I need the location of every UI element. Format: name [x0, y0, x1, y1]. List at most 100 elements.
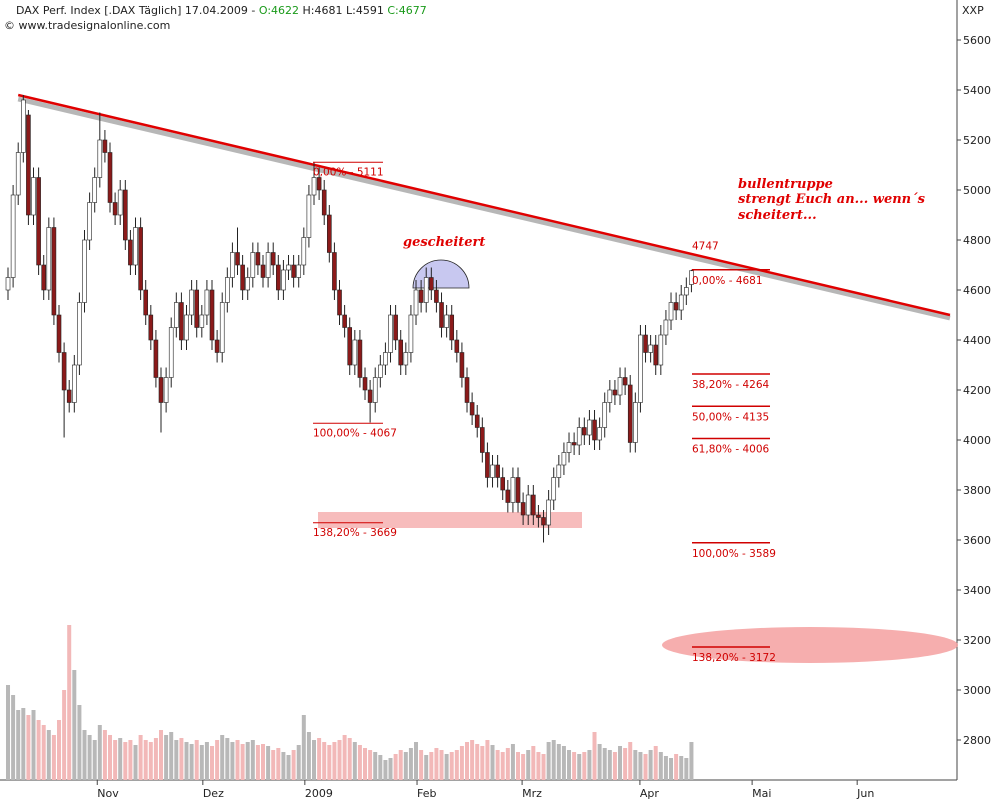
candle-body [582, 427, 587, 436]
volume-bar [633, 750, 638, 780]
candle-body [214, 339, 220, 353]
candle-body [15, 152, 21, 196]
volume-bar [159, 730, 164, 780]
volume-bar [398, 750, 403, 780]
header-title: DAX Perf. Index [.DAX Täglich] 17.04.200… [16, 4, 255, 17]
volume-bar [306, 732, 311, 780]
volume-bar [276, 748, 281, 780]
volume-bar [434, 748, 439, 780]
candle-body [627, 384, 633, 443]
volume-bar [592, 732, 597, 780]
volume-bar [480, 746, 485, 780]
candle-body [316, 177, 322, 191]
candle-body [633, 402, 638, 443]
volume-bar [296, 745, 301, 780]
volume-bar [521, 754, 526, 780]
candle-body [648, 344, 653, 353]
volume-bar [128, 740, 133, 780]
y-tick-label: 3200 [963, 634, 991, 647]
candle-body [117, 189, 123, 216]
candle-body [128, 239, 133, 266]
fib-label: 61,80% - 4006 [692, 444, 770, 456]
volume-bar [352, 742, 357, 780]
candle-body [352, 339, 358, 366]
volume-bar [373, 752, 378, 780]
volume-bar [342, 735, 347, 780]
candle-body [663, 319, 669, 336]
candle-body [204, 289, 210, 316]
volume-bar [337, 740, 342, 780]
y-tick-label: 5600 [963, 34, 991, 47]
candle-body [265, 252, 271, 278]
candle-body [673, 302, 679, 311]
volume-bar [46, 730, 51, 780]
trend-value-label: 4747 [692, 240, 719, 252]
volume-bar [67, 625, 72, 780]
volume-bar [495, 750, 500, 780]
candle-body [653, 344, 659, 366]
candle-body [225, 277, 230, 303]
volume-bar [470, 740, 475, 780]
candle-body [622, 377, 628, 386]
volume-bar [102, 730, 107, 780]
candle-body [347, 327, 353, 366]
candle-body [168, 327, 174, 378]
candle-body [281, 269, 286, 291]
volume-bar [684, 758, 689, 780]
volume-bar [587, 750, 592, 780]
annotation: scheitert... [738, 208, 817, 223]
volume-bar [51, 735, 56, 780]
candle-body [602, 402, 608, 428]
volume-bar [556, 744, 561, 780]
volume-bar [357, 745, 362, 780]
volume-bar [199, 745, 204, 780]
candle-body [592, 419, 597, 441]
candle-body [260, 264, 266, 278]
candle-body [321, 189, 327, 216]
volume-bar [383, 760, 388, 780]
volume-bar [347, 738, 352, 780]
candle-body [138, 227, 143, 291]
volume-bar [439, 750, 444, 780]
volume-bar [653, 746, 658, 780]
annotation: bullentruppe [738, 177, 833, 192]
candle-body [72, 364, 77, 403]
candle-body [306, 194, 312, 238]
candle-body [87, 202, 92, 241]
candle-body [163, 377, 169, 403]
candle-body [541, 517, 546, 526]
volume-bar [327, 745, 332, 780]
volume-bar [312, 740, 317, 780]
volume-bar [148, 742, 153, 780]
volume-bar [108, 735, 113, 780]
y-tick-label: 5200 [963, 134, 991, 147]
volume-bar [612, 752, 617, 780]
volume-bar [123, 742, 128, 780]
candle-body [26, 114, 31, 216]
volume-bar [286, 755, 291, 780]
volume-bar [92, 740, 97, 780]
candle-body [327, 214, 332, 253]
candle-body [388, 314, 393, 353]
annotation: strengt Euch an... wenn´s [738, 192, 926, 207]
candle-body [158, 377, 164, 403]
y-tick-label: 3400 [963, 584, 991, 597]
y-tick-label: 5000 [963, 184, 991, 197]
candle-body [230, 252, 235, 278]
candle-body [199, 314, 205, 328]
candle-body [551, 477, 557, 501]
candle-body [342, 314, 347, 328]
y-tick-label: 4800 [963, 234, 991, 247]
candle-body [495, 464, 500, 478]
candle-body [61, 352, 67, 391]
volume-bar [281, 752, 286, 780]
volume-bar [602, 748, 607, 780]
volume-bar [475, 744, 480, 780]
candle-body [561, 452, 567, 466]
volume-bar [424, 755, 429, 780]
volume-bar [26, 715, 31, 780]
candle-body [184, 314, 189, 341]
volume-bar [194, 740, 199, 780]
candle-body [485, 452, 490, 478]
candle-body [480, 427, 485, 453]
